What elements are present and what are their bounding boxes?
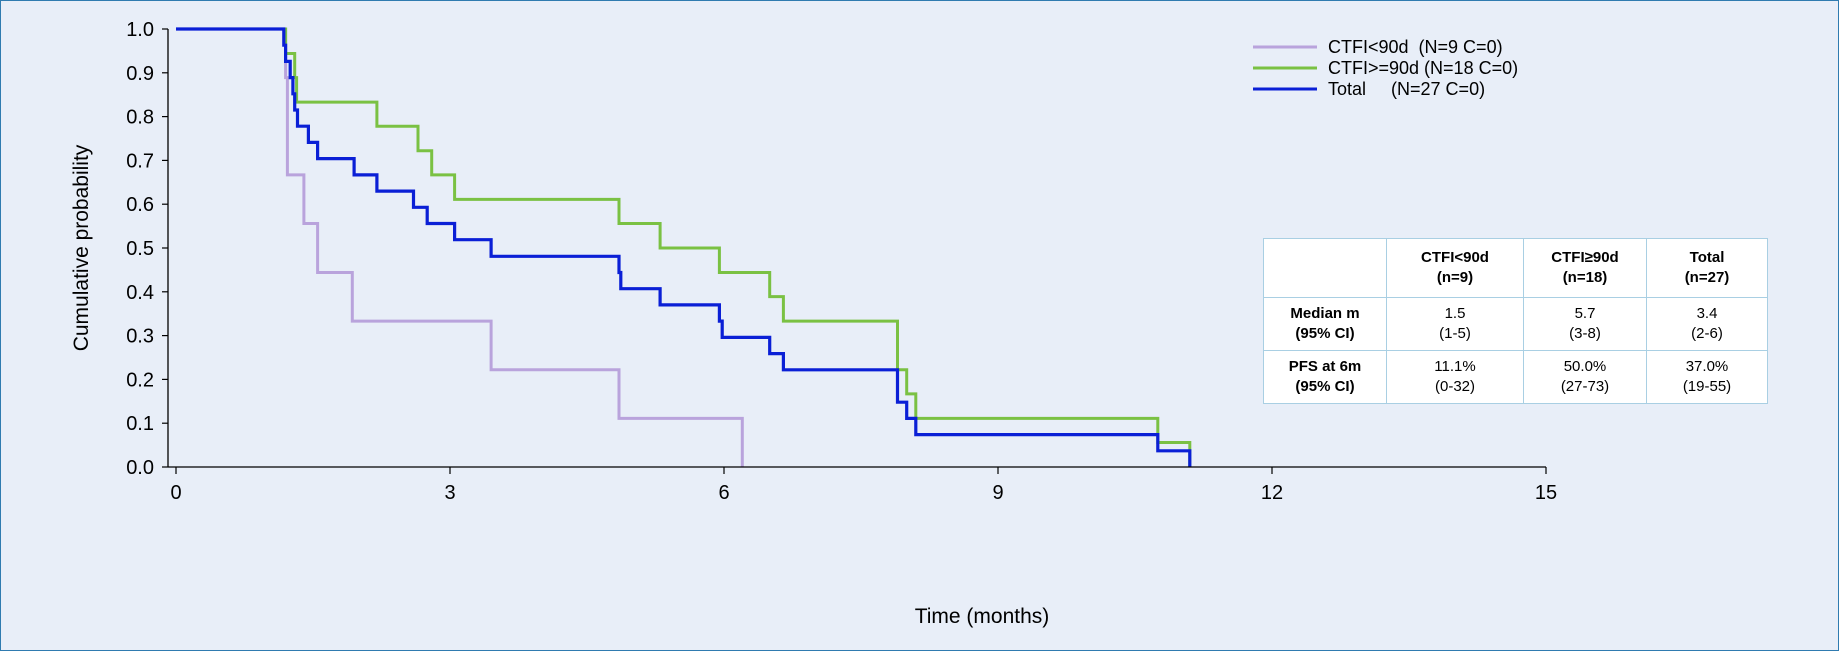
summary-header-cell: CTFI<90d (n=9) bbox=[1386, 238, 1524, 298]
series-line-3 bbox=[176, 27, 1192, 467]
summary-header-row: CTFI<90d (n=9) CTFI≥90d (n=18) Total (n=27) bbox=[1263, 238, 1768, 298]
y-tick-label: 0.5 bbox=[126, 238, 154, 260]
x-tick-label: 9 bbox=[992, 482, 1003, 504]
summary-cell: 37.0% (19-55) bbox=[1646, 350, 1768, 404]
y-tick-label: 0.6 bbox=[126, 194, 154, 216]
summary-table: CTFI<90d (n=9) CTFI≥90d (n=18) Total (n=27)… bbox=[1263, 238, 1768, 404]
y-tick-label: 0.7 bbox=[126, 150, 154, 172]
survival-curves bbox=[176, 27, 1192, 467]
x-tick-label: 12 bbox=[1261, 482, 1283, 504]
summary-row-label: PFS at 6m (95% CI) bbox=[1263, 350, 1387, 404]
y-tick-label: 0.4 bbox=[126, 282, 154, 304]
y-tick-label: 0.3 bbox=[126, 326, 154, 348]
series-line-2 bbox=[176, 27, 1192, 467]
legend-label-3: Total (N=27 C=0) bbox=[1328, 79, 1485, 99]
y-tick-label: 0.2 bbox=[126, 369, 154, 391]
y-tick-label: 0.0 bbox=[126, 457, 154, 479]
summary-cell: 11.1% (0-32) bbox=[1386, 350, 1524, 404]
x-tick-label: 15 bbox=[1535, 482, 1557, 504]
summary-header-cell: Total (n=27) bbox=[1646, 238, 1768, 298]
x-tick-label: 6 bbox=[718, 482, 729, 504]
y-tick-label: 0.8 bbox=[126, 107, 154, 129]
summary-cell: 5.7 (3-8) bbox=[1523, 297, 1647, 351]
summary-row-median: Median m (95% CI) 1.5 (1-5) 5.7 (3-8) 3.4 (2… bbox=[1263, 297, 1768, 351]
summary-cell: 50.0% (27-73) bbox=[1523, 350, 1647, 404]
y-tick-label: 0.1 bbox=[126, 413, 154, 435]
y-tick-label: 0.9 bbox=[126, 63, 154, 85]
summary-header-cell: CTFI≥90d (n=18) bbox=[1523, 238, 1647, 298]
legend-label-1: CTFI<90d (N=9 C=0) bbox=[1328, 37, 1503, 57]
summary-row-pfs: PFS at 6m (95% CI) 11.1% (0-32) 50.0% (27-7… bbox=[1263, 350, 1768, 404]
x-tick-label: 0 bbox=[170, 482, 181, 504]
legend-label-2: CTFI>=90d (N=18 C=0) bbox=[1328, 58, 1518, 78]
legend: CTFI<90d (N=9 C=0)CTFI>=90d (N=18 C=0)To… bbox=[1253, 37, 1518, 99]
y-axis-title: Cumulative probability bbox=[70, 144, 93, 351]
summary-header-cell bbox=[1263, 238, 1387, 298]
summary-row-label: Median m (95% CI) bbox=[1263, 297, 1387, 351]
x-tick-label: 3 bbox=[444, 482, 455, 504]
series-line-1 bbox=[176, 27, 744, 467]
axes: 0.0 0.1 0.2 0.3 0.4 0.5 0.6 0.7 0.8 0.9 1.0 0 3 6 9 12 1… bbox=[126, 19, 1557, 504]
y-tick-label: 1.0 bbox=[126, 19, 154, 41]
summary-cell: 3.4 (2-6) bbox=[1646, 297, 1768, 351]
summary-cell: 1.5 (1-5) bbox=[1386, 297, 1524, 351]
x-axis-title: Time (months) bbox=[915, 605, 1050, 628]
